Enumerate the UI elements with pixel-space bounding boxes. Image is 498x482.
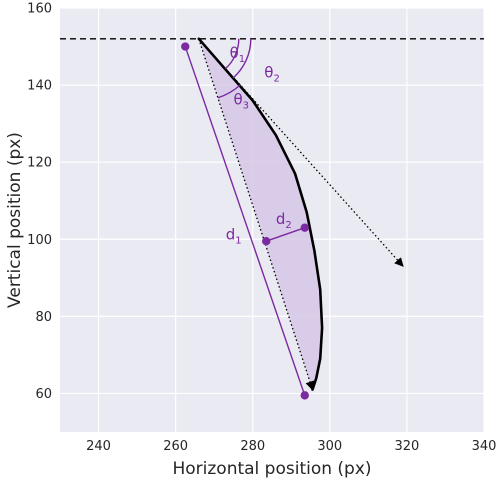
x-tick-label-3: 300 <box>317 439 342 454</box>
y-tick-label-5: 160 <box>27 2 52 17</box>
annotation-label-4: d2 <box>276 210 292 231</box>
annotation-label-1: θ1 <box>230 44 246 65</box>
x-tick-label-4: 320 <box>394 439 419 454</box>
y-tick-label-4: 140 <box>27 79 52 94</box>
y-tick-label-2: 100 <box>27 233 52 248</box>
x-tick-label-1: 260 <box>163 439 188 454</box>
x-tick-label-2: 280 <box>240 439 265 454</box>
data-point-1 <box>181 42 190 51</box>
d2-line <box>265 227 305 242</box>
data-point-3 <box>262 237 271 246</box>
shaded-region <box>198 38 323 390</box>
annotation-label-3: θ3 <box>233 90 249 111</box>
y-tick-label-3: 120 <box>27 156 52 171</box>
x-tick-label-0: 240 <box>86 439 111 454</box>
annotation-label-5: d1 <box>226 225 242 246</box>
y-axis-label: Vertical position (px) <box>5 132 25 308</box>
theta2-arc <box>232 38 252 79</box>
data-point-4 <box>300 223 309 232</box>
x-axis-label: Horizontal position (px) <box>172 459 371 479</box>
annotation-label-2: θ2 <box>264 63 280 84</box>
d1-line <box>184 46 306 396</box>
y-tick-label-0: 60 <box>35 387 52 402</box>
dotted-arrow-1 <box>198 38 404 267</box>
theta1-arc <box>225 38 240 70</box>
data-point-2 <box>300 391 309 400</box>
theta3-arc <box>217 84 241 99</box>
y-tick-label-1: 80 <box>35 310 52 325</box>
x-tick-label-5: 340 <box>472 439 497 454</box>
dotted-arrow-2 <box>198 38 315 391</box>
trajectory-line <box>197 37 324 391</box>
